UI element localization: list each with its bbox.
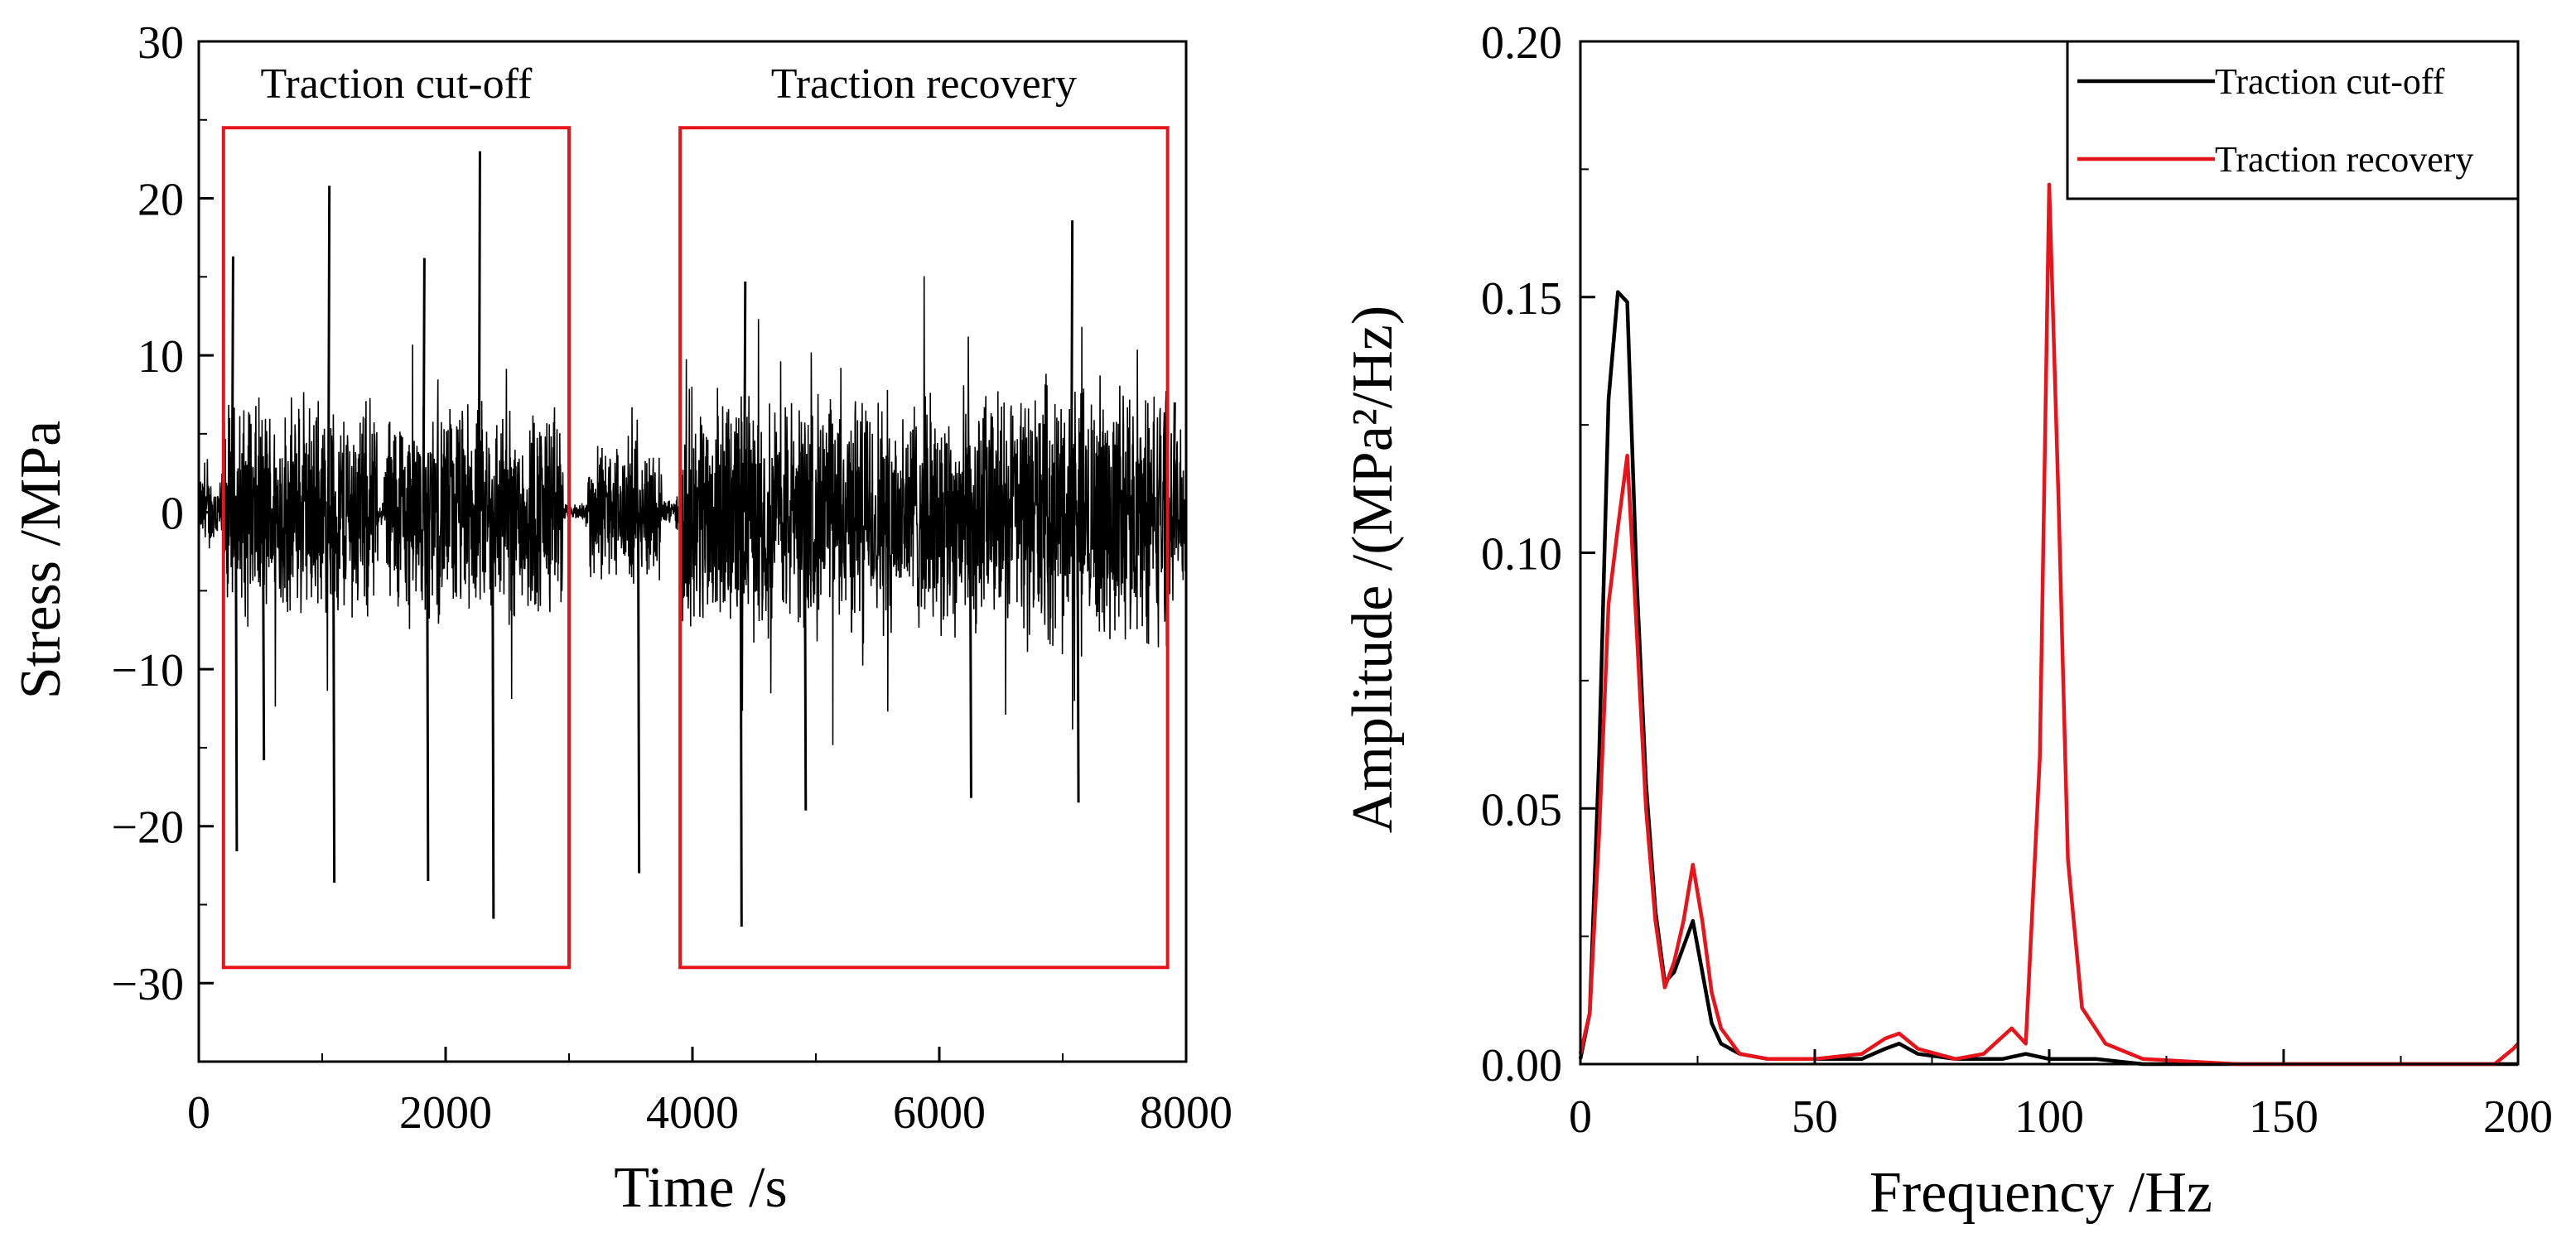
x-tick-label: 150 [2249, 1091, 2318, 1143]
stress-spike [234, 512, 239, 852]
y-axis-title: Stress /MPa [9, 421, 73, 699]
stress-time-chart: Traction cut-off Traction recovery 0 2000 40… [9, 17, 1233, 1220]
stress-spike [1172, 402, 1176, 513]
y-tick-label: 20 [137, 175, 184, 226]
stress-signal-line [198, 276, 1187, 745]
y-tick-label: 0.10 [1481, 529, 1562, 580]
y-tick-label: 0.20 [1481, 17, 1562, 69]
y-tick-label: 0.00 [1481, 1040, 1562, 1091]
stress-spike [230, 256, 234, 513]
x-tick-label: 200 [2483, 1091, 2553, 1143]
y-tick-label: −20 [111, 802, 184, 854]
y-tick-label: 30 [137, 17, 184, 69]
x-tick-label: 100 [2014, 1091, 2084, 1143]
region-box-traction-recovery [678, 126, 1170, 970]
y-axis-title: Amplitude /(MPa²/Hz) [1341, 306, 1405, 833]
x-axis-title: Time /s [614, 1156, 787, 1220]
x-tick-label: 0 [1569, 1091, 1592, 1143]
stress-spike [1069, 220, 1074, 513]
region-label: Traction recovery [771, 60, 1077, 108]
y-tick-label: −30 [111, 959, 184, 1010]
legend-label: Traction recovery [2215, 139, 2473, 180]
x-tick-label: 50 [1792, 1091, 1838, 1143]
stress-spike [331, 512, 336, 883]
stress-spike [477, 151, 481, 513]
x-tick-label: 2000 [399, 1087, 492, 1139]
region-label: Traction cut-off [260, 60, 533, 108]
stress-spike [326, 185, 331, 513]
y-tick-label: −10 [111, 645, 184, 696]
y-tick-label: 0 [161, 489, 184, 540]
x-axis-title: Frequency /Hz [1869, 1161, 2212, 1225]
amplitude-frequency-chart: 0 50 100 150 200 0.20 0.15 0.10 0.05 0.00 Traction… [1341, 17, 2553, 1225]
x-tick-label: 8000 [1140, 1087, 1233, 1139]
x-tick-label: 6000 [893, 1087, 986, 1139]
region-box-traction-cut-off [221, 126, 571, 970]
y-tick-label: 10 [137, 331, 184, 383]
y-tick-label: 0.15 [1481, 273, 1562, 325]
series-line-traction-recovery [1578, 182, 2520, 1067]
series-line-traction-cut-off [1578, 290, 2518, 1067]
stress-spike [491, 512, 495, 919]
legend-box [2066, 40, 2520, 200]
stress-spike [422, 258, 426, 513]
x-tick-label: 4000 [646, 1087, 739, 1139]
stress-spike [803, 512, 808, 811]
stress-spike [739, 512, 743, 927]
stress-spike [426, 512, 430, 882]
stress-spike [636, 512, 641, 874]
legend-label: Traction cut-off [2215, 61, 2445, 102]
stress-spike [968, 512, 972, 798]
y-tick-label: 0.05 [1481, 784, 1562, 836]
x-tick-label: 0 [187, 1087, 210, 1139]
